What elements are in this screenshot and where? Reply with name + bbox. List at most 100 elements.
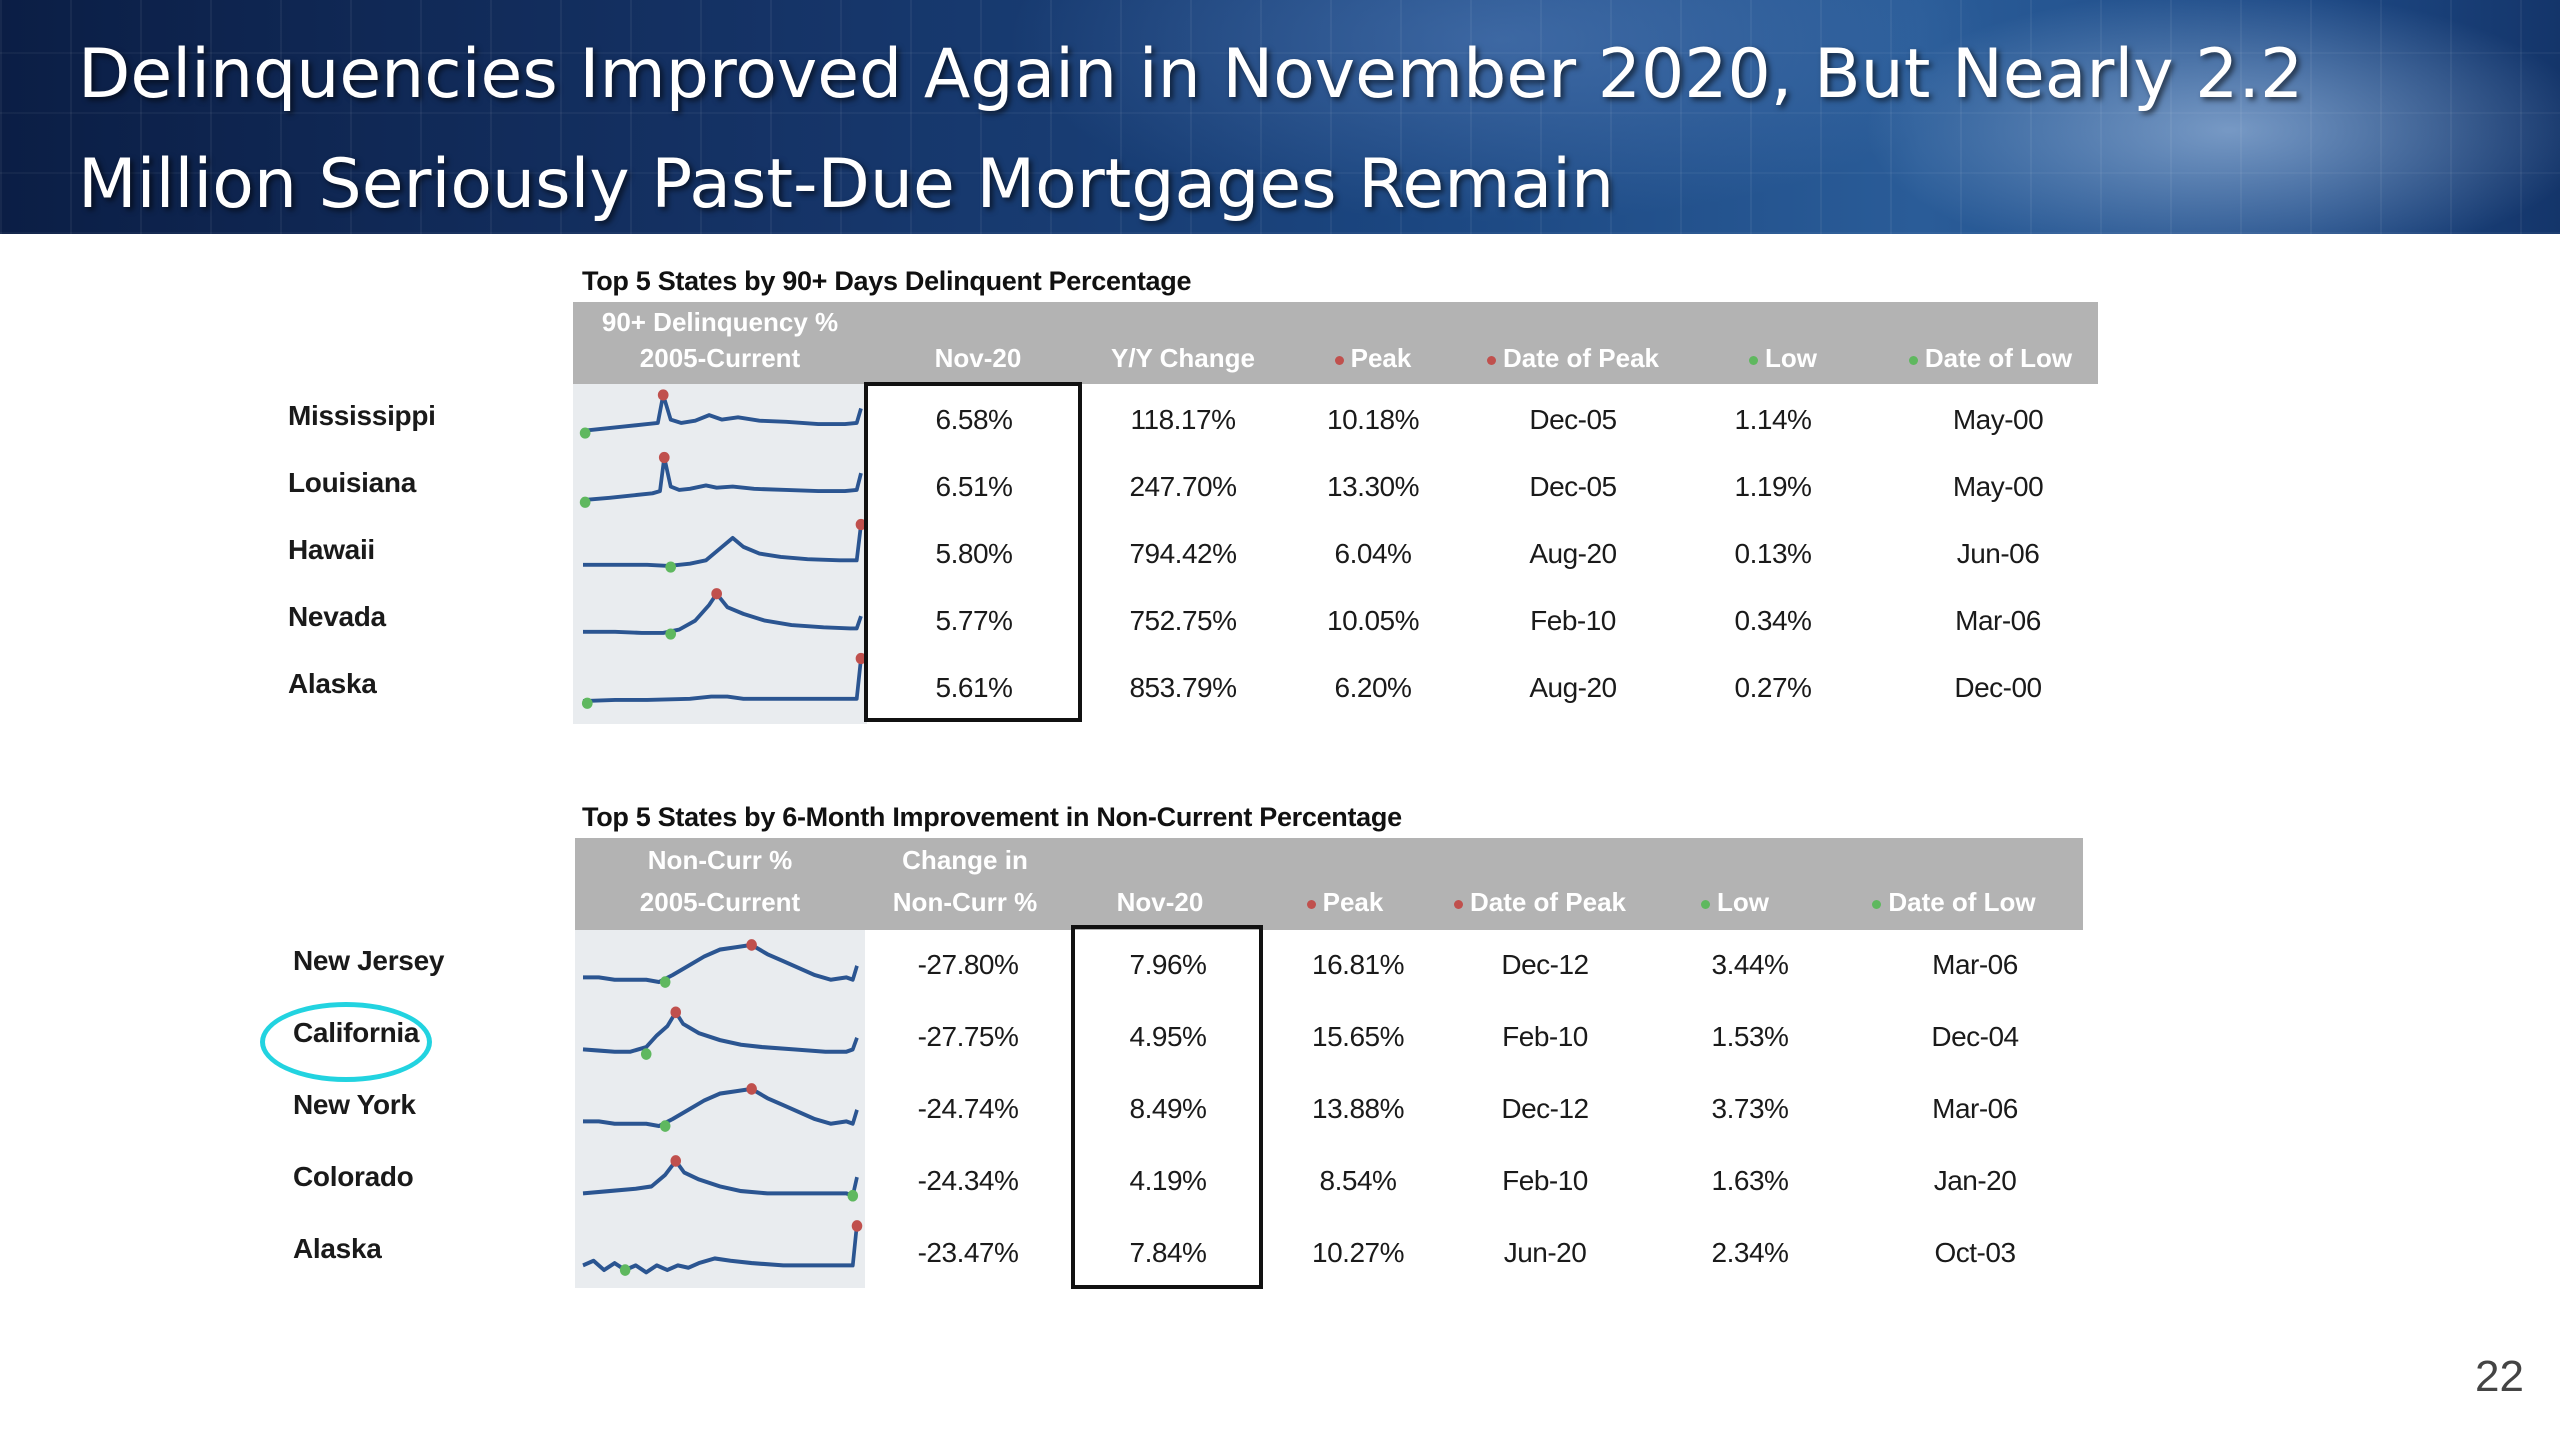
peak-value: 8.54% [1319, 1165, 1397, 1196]
low-marker [659, 1120, 671, 1132]
low-value: 1.53% [1711, 1021, 1789, 1052]
low-date: Mar-06 [1932, 1093, 2018, 1124]
t1-sparkline-column [573, 384, 867, 724]
t1-header-spark-2: 2005-Current [639, 343, 801, 373]
t1-header-yoy: Y/Y Change [1110, 343, 1255, 373]
sparkline-path [582, 393, 863, 433]
peak-date: Jun-20 [1503, 1237, 1587, 1268]
low-marker [847, 1189, 859, 1202]
peak-value: 6.04% [1334, 538, 1412, 569]
low-marker [665, 628, 677, 640]
page-number: 22 [2475, 1352, 2524, 1401]
state-label: Louisiana [288, 467, 416, 498]
low-value: 0.27% [1734, 672, 1812, 703]
low-date: Dec-00 [1954, 672, 2042, 703]
sparkline-chart [583, 588, 863, 640]
low-marker [619, 1264, 631, 1276]
change-value: -27.80% [917, 949, 1019, 980]
low-marker [579, 496, 591, 508]
t2-header-chg-1: Change in [902, 845, 1028, 875]
nov-value: 6.58% [935, 404, 1013, 435]
peak-date: Feb-10 [1502, 1021, 1588, 1052]
sparkline-path [582, 658, 863, 703]
change-value: -27.75% [917, 1021, 1019, 1052]
low-value: 1.63% [1711, 1165, 1789, 1196]
t2-header-spark-1: Non-Curr % [647, 845, 793, 875]
sparkline-chart [582, 1155, 859, 1202]
low-value: 3.73% [1711, 1093, 1789, 1124]
sparkline-path [583, 1086, 859, 1129]
peak-date: Feb-10 [1530, 605, 1616, 636]
california-highlight-ring [260, 1002, 432, 1082]
low-value: 1.19% [1734, 471, 1812, 502]
t1-header-date-peak: Date of Peak [1463, 340, 1683, 376]
t1-nov-highlight-box [864, 382, 1082, 722]
peak-value: 10.18% [1327, 404, 1419, 435]
sparkline-path [583, 942, 859, 985]
sparkline-chart [579, 389, 863, 439]
low-marker-icon [1701, 899, 1710, 909]
peak-marker [658, 451, 670, 464]
peak-marker [670, 1006, 682, 1019]
sparkline-path [583, 524, 863, 568]
t2-header-low: Low [1645, 884, 1825, 920]
peak-value: 15.65% [1312, 1021, 1404, 1052]
peak-value: 6.20% [1334, 672, 1412, 703]
low-value: 3.44% [1711, 949, 1789, 980]
peak-marker [657, 389, 669, 401]
sparkline-path [583, 591, 863, 635]
peak-value: 13.88% [1312, 1093, 1404, 1124]
yoy-change: 118.17% [1130, 404, 1236, 435]
table2-title: Top 5 States by 6-Month Improvement in N… [582, 802, 1402, 832]
change-value: -23.47% [917, 1237, 1019, 1268]
low-date: Oct-03 [1934, 1237, 2016, 1268]
peak-marker [670, 1155, 682, 1167]
low-marker [581, 697, 593, 709]
state-label: New York [293, 1089, 416, 1120]
low-value: 0.13% [1734, 538, 1812, 569]
t2-header-date-low: Date of Low [1825, 884, 2083, 920]
slide-title-line2: Million Seriously Past-Due Mortgages Rem… [78, 145, 1615, 224]
low-marker-icon [1908, 355, 1918, 365]
peak-marker [855, 518, 867, 531]
t2-sparkline-column [575, 930, 865, 1288]
state-label: New Jersey [293, 945, 445, 976]
state-label: Alaska [288, 668, 377, 699]
sparkline-chart [581, 652, 867, 709]
peak-value: 10.05% [1327, 605, 1419, 636]
table1-header: 90+ Delinquency % 2005-Current Nov-20 Y/… [573, 302, 2098, 384]
peak-marker-icon [1334, 355, 1344, 365]
low-marker-icon [1872, 899, 1882, 909]
sparkline-chart [583, 518, 867, 573]
peak-marker [711, 588, 722, 600]
low-date: May-00 [1952, 404, 2044, 435]
low-value: 1.14% [1734, 404, 1812, 435]
yoy-change: 853.79% [1129, 672, 1237, 703]
yoy-change: 247.70% [1129, 471, 1237, 502]
nov-value: 7.96% [1129, 949, 1207, 980]
nov-value: 7.84% [1129, 1237, 1207, 1268]
peak-marker-icon [1453, 899, 1463, 909]
nov-value: 4.19% [1129, 1165, 1207, 1196]
low-date: Jan-20 [1933, 1165, 2017, 1196]
change-value: -24.74% [917, 1093, 1019, 1124]
state-label: Colorado [293, 1161, 414, 1192]
peak-marker [855, 652, 867, 665]
t1-header-nov: Nov-20 [934, 343, 1022, 373]
t1-header-date-low: Date of Low [1883, 340, 2098, 376]
sparkline-chart [583, 939, 859, 988]
low-value: 0.34% [1734, 605, 1812, 636]
nov-value: 5.61% [935, 672, 1013, 703]
sparkline-path [582, 1223, 859, 1275]
t2-header-spark-2: 2005-Current [639, 887, 801, 917]
slide-title-line1: Delinquencies Improved Again in November… [78, 35, 2304, 114]
t2-header-peak: Peak [1255, 884, 1435, 920]
nov-value: 4.95% [1129, 1021, 1207, 1052]
sparkline-chart [583, 1083, 859, 1132]
table2-header: Non-Curr % 2005-Current Change in Non-Cu… [575, 838, 2083, 930]
low-marker [579, 427, 591, 439]
t1-header-low: Low [1683, 340, 1883, 376]
low-marker [659, 976, 671, 988]
low-date: Jun-06 [1956, 538, 2040, 569]
yoy-change: 752.75% [1129, 605, 1237, 636]
